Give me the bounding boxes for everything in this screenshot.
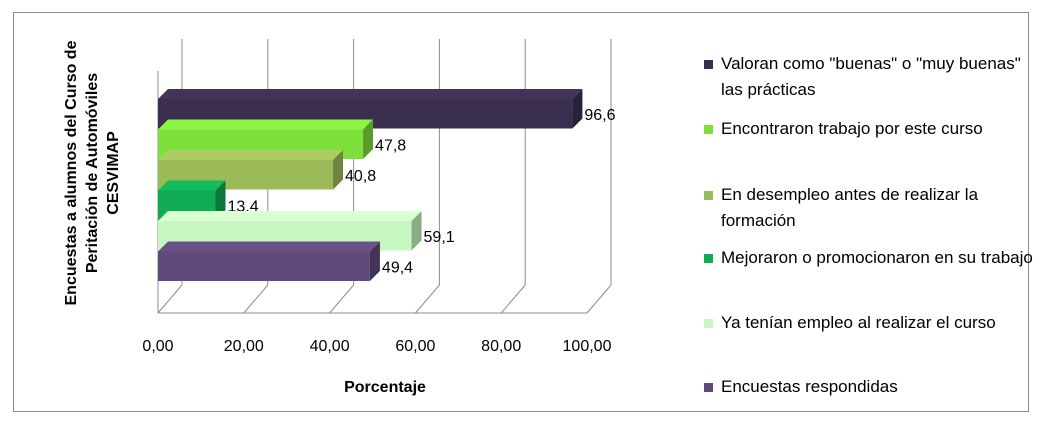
x-tick-label: 20,00	[224, 338, 264, 355]
bar-end	[215, 180, 226, 220]
bar-end	[363, 119, 374, 159]
bar-end	[369, 241, 380, 281]
legend-swatch	[704, 319, 713, 328]
legend-swatch	[704, 383, 713, 392]
bar-top	[158, 119, 374, 130]
bar-end	[333, 150, 344, 190]
legend-item-valoran: Valoran como "buenas" o "muy buenas" las…	[704, 51, 1034, 103]
bar	[158, 251, 370, 281]
bar-end	[572, 89, 583, 129]
gridline-floor	[329, 284, 354, 314]
x-tick-label: 40,00	[310, 338, 350, 355]
legend-swatch	[704, 125, 713, 134]
bar-top	[158, 89, 583, 99]
data-label: 47,8	[375, 137, 406, 154]
legend-label: Valoran como "buenas" o "muy buenas" las…	[721, 54, 1021, 99]
chart-plot: 0,00 20,00 40,00 60,00 80,00 100,00 96,6 47,8 40…	[142, 39, 616, 355]
legend-label: En desempleo antes de realizar la formac…	[721, 185, 979, 230]
gridline-floor	[243, 284, 269, 314]
gridline-floor	[415, 284, 440, 314]
x-axis-title: Porcentaje	[344, 379, 426, 396]
bar-top	[158, 241, 380, 252]
x-tick-label: 100,00	[563, 338, 612, 355]
gridline-floor	[500, 284, 526, 314]
bar-top	[158, 211, 422, 221]
legend-item-respondidas: Encuestas respondidas	[704, 374, 1034, 400]
gridline-floor	[157, 284, 183, 314]
chart-frame: 0,00 20,00 40,00 60,00 80,00 100,00 96,6 47,8 40…	[13, 12, 1033, 412]
legend-item-desempleo: En desempleo antes de realizar la formac…	[704, 182, 1034, 234]
gridline-floor	[586, 284, 612, 314]
data-label: 40,8	[345, 168, 376, 185]
x-tick-label: 80,00	[481, 338, 521, 355]
data-label: 96,6	[584, 107, 615, 124]
legend-label: Ya tenían empleo al realizar el curso	[721, 313, 996, 332]
legend-swatch	[704, 191, 713, 200]
legend-item-encontraron: Encontraron trabajo por este curso	[704, 116, 1034, 142]
legend-label: Encuestas respondidas	[721, 377, 898, 396]
legend-swatch	[704, 60, 713, 69]
legend-label: Mejoraron o promocionaron en su trabajo	[721, 248, 1033, 267]
x-tick-label: 60,00	[395, 338, 435, 355]
legend-item-empleo: Ya tenían empleo al realizar el curso	[704, 310, 1034, 336]
bar-top	[158, 180, 226, 191]
x-tick-label: 0,00	[142, 338, 173, 355]
bar-end	[411, 211, 422, 251]
data-label: 49,4	[382, 259, 413, 276]
legend-label: Encontraron trabajo por este curso	[721, 119, 983, 138]
y-axis-title: Encuestas a alumnos del Curso de Peritac…	[63, 40, 122, 306]
bar-top	[158, 150, 344, 160]
data-label: 59,1	[424, 229, 455, 246]
legend-item-mejoraron: Mejoraron o promocionaron en su trabajo	[704, 245, 1034, 271]
legend-swatch	[704, 254, 713, 263]
